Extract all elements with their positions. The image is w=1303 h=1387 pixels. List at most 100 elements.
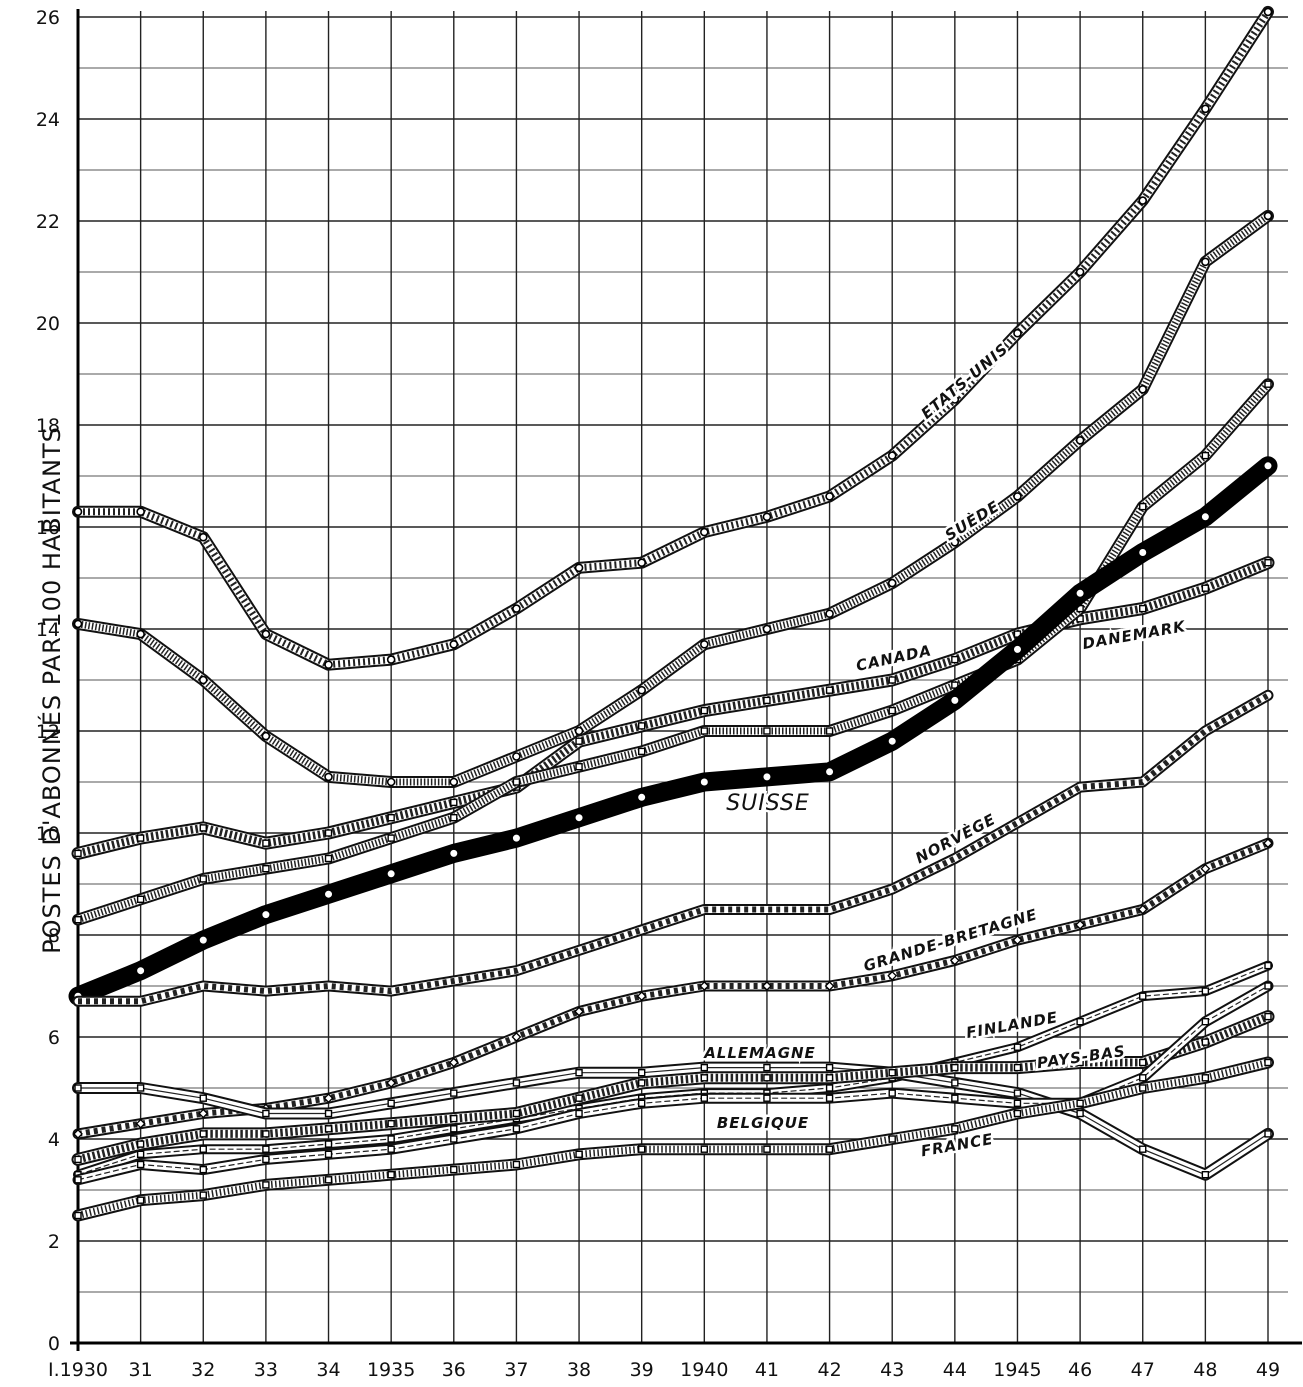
data-point xyxy=(888,676,896,684)
data-point xyxy=(1264,380,1272,388)
series-suisse xyxy=(68,456,1278,1006)
data-point xyxy=(387,814,395,822)
data-point xyxy=(1076,1058,1084,1067)
data-point xyxy=(825,492,834,501)
data-point xyxy=(1013,1043,1022,1051)
data-point xyxy=(1139,1145,1147,1153)
data-point xyxy=(387,834,395,842)
data-point xyxy=(386,1077,397,1088)
data-point xyxy=(1139,1058,1147,1067)
data-point xyxy=(324,660,333,670)
data-point xyxy=(1075,919,1086,930)
data-point xyxy=(1201,451,1210,460)
data-point xyxy=(700,1074,709,1082)
data-point xyxy=(450,1135,458,1143)
series-band-pattern xyxy=(77,1012,1270,1164)
series-band-fill xyxy=(74,211,1272,786)
data-point xyxy=(700,727,709,735)
y-tick-label: 6 xyxy=(48,1027,60,1049)
series-label-etats-unis: ETATS-UNIS xyxy=(918,340,1012,423)
data-point xyxy=(699,981,710,991)
data-point xyxy=(700,639,709,649)
data-point xyxy=(512,1109,521,1118)
x-tick-label: 39 xyxy=(630,1359,654,1381)
series-band-pattern xyxy=(76,381,1271,924)
data-point xyxy=(1200,512,1210,522)
data-point xyxy=(261,910,271,920)
x-tick-label: 41 xyxy=(755,1359,779,1381)
data-point xyxy=(512,1079,521,1087)
data-point xyxy=(950,395,960,404)
series-label-suisse: SUISSE xyxy=(726,791,810,816)
data-point xyxy=(763,1145,771,1153)
y-tick-label: 12 xyxy=(36,721,60,743)
data-point xyxy=(449,777,459,787)
data-point xyxy=(512,778,521,786)
y-tick-label: 26 xyxy=(36,7,60,29)
data-point xyxy=(1201,104,1210,114)
data-point xyxy=(387,1170,395,1179)
data-point xyxy=(888,1135,896,1143)
data-point xyxy=(637,1068,646,1077)
data-point xyxy=(949,955,960,966)
x-tick-label: 34 xyxy=(316,1359,340,1381)
data-point xyxy=(1139,604,1147,613)
data-point xyxy=(575,1068,583,1077)
data-point xyxy=(888,1068,896,1077)
y-tick-label: 2 xyxy=(48,1231,60,1253)
data-point xyxy=(1264,1012,1272,1021)
data-point xyxy=(1013,1089,1022,1097)
data-point xyxy=(762,512,772,522)
data-point xyxy=(1139,992,1147,1000)
data-point xyxy=(574,813,584,823)
data-point xyxy=(324,1176,333,1184)
data-point xyxy=(1264,961,1272,970)
data-point xyxy=(136,1084,145,1092)
series-label-allemagne: ALLEMAGNE xyxy=(703,1044,816,1062)
data-point xyxy=(636,991,647,1002)
data-point xyxy=(74,916,82,924)
data-point xyxy=(74,1084,82,1092)
data-point xyxy=(574,563,584,573)
data-point xyxy=(1138,548,1148,557)
data-point xyxy=(74,1176,82,1184)
data-point xyxy=(135,1118,146,1129)
data-point xyxy=(1201,1074,1210,1082)
data-point xyxy=(1201,1170,1210,1179)
series-band-outline xyxy=(68,456,1278,1006)
data-point xyxy=(136,1196,145,1204)
data-point xyxy=(763,1094,771,1102)
data-point xyxy=(199,1191,207,1199)
series-band-pattern xyxy=(77,840,1270,1137)
data-point xyxy=(824,981,835,991)
x-tick-label: 33 xyxy=(254,1359,278,1381)
data-point xyxy=(951,655,959,664)
x-tick-label: 1945 xyxy=(993,1359,1041,1381)
data-point xyxy=(198,1108,209,1119)
data-point xyxy=(324,1140,333,1148)
data-point xyxy=(262,1145,270,1153)
data-point xyxy=(637,747,646,756)
data-point xyxy=(637,558,646,568)
data-point xyxy=(1201,257,1210,267)
data-point xyxy=(262,1130,270,1138)
data-point xyxy=(887,970,898,981)
data-point xyxy=(575,737,583,745)
y-tick-label: 20 xyxy=(36,313,60,335)
data-point xyxy=(136,507,145,517)
data-point xyxy=(450,1165,458,1174)
data-point xyxy=(324,1150,333,1159)
x-tick-label: 32 xyxy=(191,1359,215,1381)
data-point xyxy=(1013,1109,1022,1118)
series-band-pattern xyxy=(78,692,1270,1005)
data-point xyxy=(700,1094,709,1102)
data-point xyxy=(1076,1018,1084,1026)
series-band-outline xyxy=(71,556,1275,860)
x-tick-label: 38 xyxy=(567,1359,591,1381)
data-point xyxy=(262,1181,270,1189)
data-point xyxy=(762,624,772,634)
data-point xyxy=(825,767,835,777)
data-point xyxy=(1201,584,1210,592)
data-point xyxy=(324,889,334,899)
data-point xyxy=(1139,1074,1147,1082)
